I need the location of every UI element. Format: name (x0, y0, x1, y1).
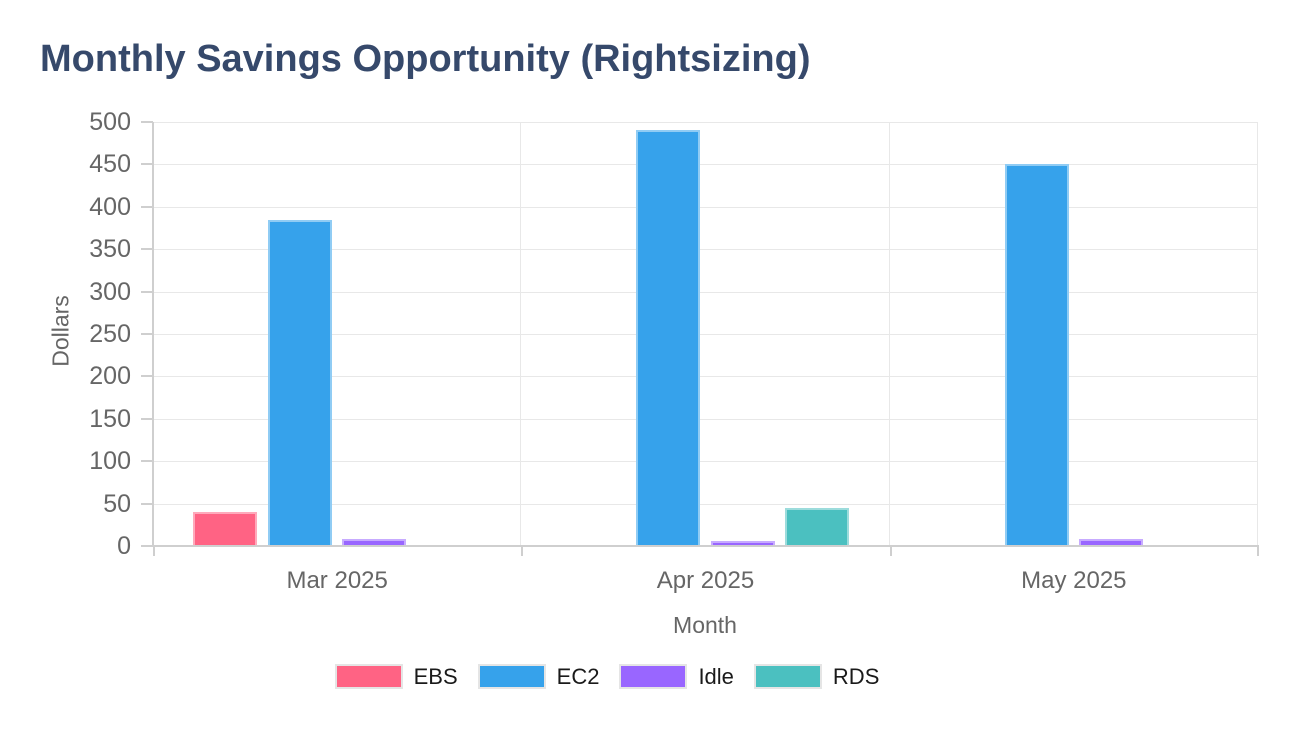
gridline-horizontal (153, 461, 1258, 463)
gridline-horizontal (153, 249, 1258, 251)
legend-label-ec2: EC2 (556, 664, 600, 689)
y-tick-label: 100 (89, 447, 131, 476)
y-tick-label: 450 (89, 150, 131, 179)
x-tick-mark (1257, 546, 1259, 556)
gridline-vertical (888, 122, 890, 546)
gridline-horizontal (153, 164, 1258, 166)
legend-item-ebs[interactable]: EBS (334, 664, 458, 689)
legend-swatch-ec2-icon (477, 664, 546, 689)
gridline-horizontal (153, 376, 1258, 378)
legend-swatch-idle-icon (619, 664, 688, 689)
y-tick-label: 0 (117, 532, 131, 560)
y-tick-mark (141, 417, 153, 420)
gridline-vertical (1257, 122, 1258, 546)
x-axis-line (152, 545, 1259, 547)
gridline-horizontal (153, 206, 1258, 208)
y-tick-label: 50 (103, 489, 131, 518)
y-tick-label: 250 (89, 320, 131, 348)
y-tick-mark (141, 375, 153, 378)
x-tick-label-may-2025: May 2025 (1021, 567, 1127, 594)
chart-title: Monthly Savings Opportunity (Rightsizing… (40, 38, 811, 80)
legend-label-rds: RDS (832, 664, 880, 689)
x-tick-mark (521, 546, 524, 556)
y-tick-label: 400 (89, 192, 131, 221)
y-axis-title: Dollars (47, 295, 74, 367)
legend-swatch-rds-icon (753, 664, 822, 689)
bar-idle-mar-2025[interactable] (342, 539, 407, 546)
x-tick-mark (153, 546, 155, 556)
gridline-horizontal (153, 503, 1258, 505)
bar-idle-apr-2025[interactable] (710, 540, 775, 546)
legend-label-idle: Idle (698, 664, 734, 689)
y-tick-mark (141, 205, 153, 208)
bar-ec2-apr-2025[interactable] (636, 130, 701, 546)
x-tick-label-apr-2025: Apr 2025 (656, 567, 755, 594)
y-tick-mark (141, 545, 153, 547)
bar-ebs-mar-2025[interactable] (193, 512, 258, 546)
y-tick-mark (141, 163, 153, 166)
gridline-vertical (520, 122, 522, 546)
gridline-horizontal (153, 122, 1258, 123)
legend-item-ec2[interactable]: EC2 (477, 664, 600, 689)
x-tick-mark (889, 546, 892, 556)
bar-ec2-may-2025[interactable] (1004, 164, 1069, 546)
plot-area: 0 50 100 150 200 250 300 350 400 450 500 Mar 2025 A… (89, 108, 1259, 594)
y-tick-mark (141, 460, 153, 463)
y-tick-label: 150 (89, 404, 131, 433)
x-axis-title: Month (673, 612, 737, 638)
legend-item-rds[interactable]: RDS (753, 664, 880, 689)
legend-item-idle[interactable]: Idle (619, 664, 734, 689)
y-tick-mark (141, 121, 153, 123)
legend-label-ebs: EBS (413, 664, 458, 689)
bar-ec2-mar-2025[interactable] (267, 219, 332, 546)
y-tick-label: 200 (89, 362, 131, 391)
bar-idle-may-2025[interactable] (1079, 539, 1144, 546)
bar-rds-apr-2025[interactable] (785, 507, 850, 546)
y-tick-label: 300 (89, 277, 131, 306)
gridline-horizontal (153, 291, 1258, 293)
y-tick-label: 500 (89, 108, 131, 136)
y-tick-mark (141, 290, 153, 293)
legend-swatch-ebs-icon (334, 664, 403, 689)
gridline-horizontal (153, 334, 1258, 335)
gridline-horizontal (153, 418, 1258, 420)
y-tick-mark (141, 248, 153, 251)
legend: EBS EC2 Idle RDS (0, 664, 1256, 689)
x-tick-label-mar-2025: Mar 2025 (286, 567, 388, 594)
y-tick-mark (141, 333, 153, 335)
y-tick-label: 350 (89, 235, 131, 264)
y-axis-line (152, 122, 154, 546)
y-tick-mark (141, 502, 153, 505)
